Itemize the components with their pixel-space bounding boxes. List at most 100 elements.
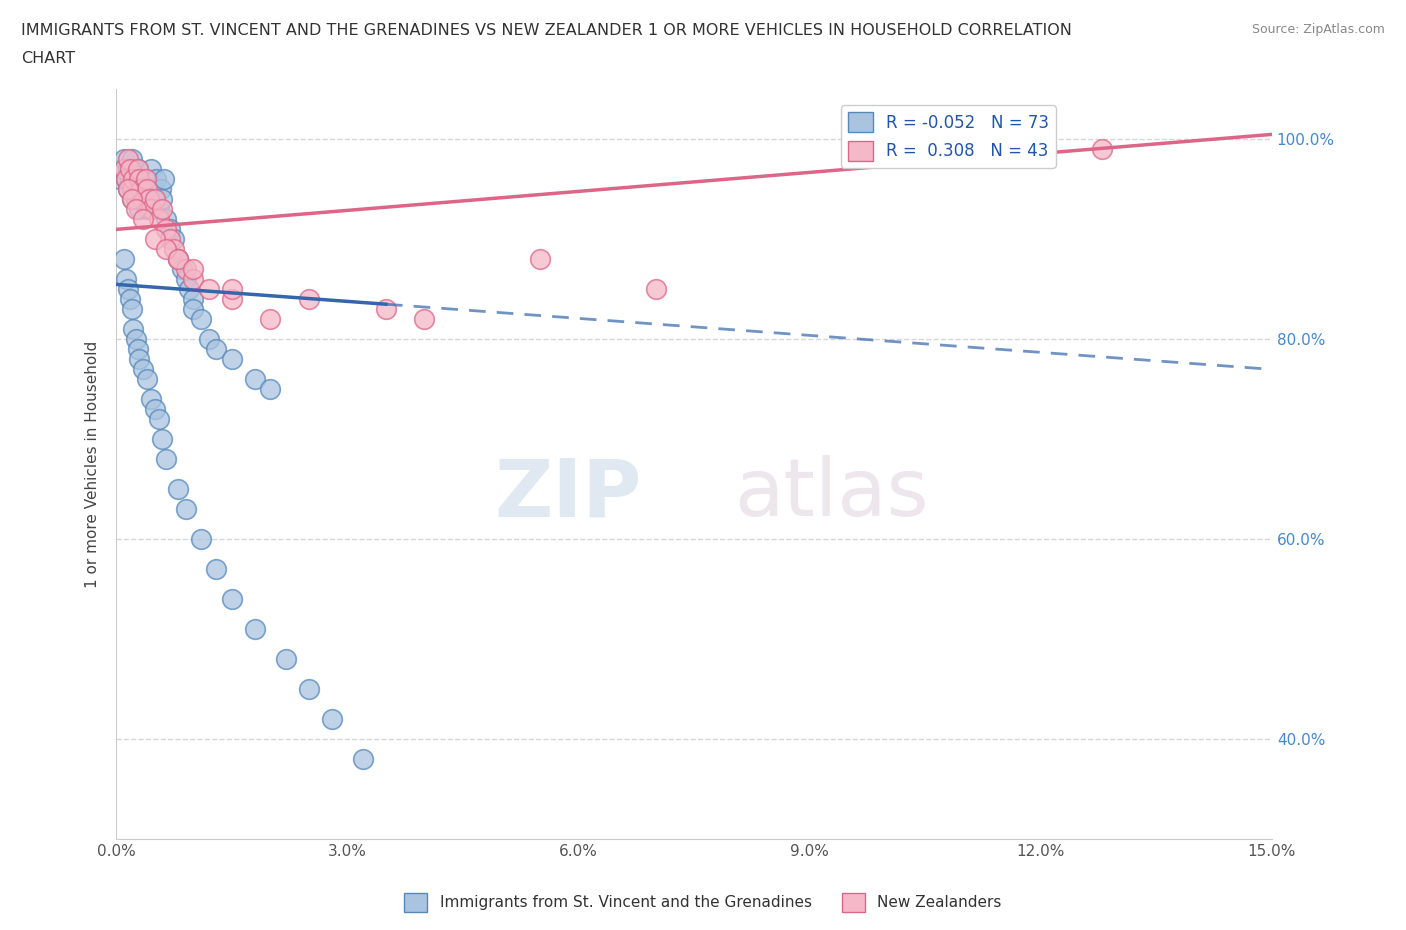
- Point: [128, 202, 150, 217]
- Point: [190, 532, 212, 547]
- Point: [143, 232, 166, 246]
- Point: [153, 172, 176, 187]
- Point: [149, 182, 172, 197]
- Point: [167, 252, 190, 267]
- Point: [128, 352, 150, 366]
- Point: [1091, 142, 1114, 157]
- Point: [108, 172, 131, 187]
- Point: [136, 172, 159, 187]
- Text: Source: ZipAtlas.com: Source: ZipAtlas.com: [1251, 23, 1385, 36]
- Point: [120, 162, 142, 177]
- Point: [121, 302, 143, 317]
- Point: [145, 172, 167, 187]
- Point: [298, 292, 321, 307]
- Point: [128, 172, 150, 187]
- Point: [136, 372, 159, 387]
- Point: [221, 591, 243, 606]
- Point: [259, 312, 281, 326]
- Point: [152, 202, 174, 217]
- Point: [148, 212, 170, 227]
- Point: [112, 152, 135, 166]
- Point: [181, 262, 204, 277]
- Text: ZIP: ZIP: [495, 456, 643, 534]
- Point: [174, 272, 197, 286]
- Point: [159, 222, 181, 237]
- Point: [991, 132, 1014, 147]
- Point: [124, 172, 146, 187]
- Point: [121, 192, 143, 206]
- Point: [221, 352, 243, 366]
- Point: [155, 212, 177, 227]
- Point: [124, 192, 146, 206]
- Point: [122, 322, 145, 337]
- Point: [117, 162, 139, 177]
- Point: [112, 162, 135, 177]
- Point: [138, 192, 160, 206]
- Point: [529, 252, 551, 267]
- Point: [179, 282, 201, 297]
- Point: [132, 362, 155, 377]
- Point: [167, 482, 190, 497]
- Point: [197, 332, 219, 347]
- Point: [127, 162, 149, 177]
- Point: [321, 711, 343, 726]
- Point: [127, 182, 149, 197]
- Point: [221, 292, 243, 307]
- Point: [142, 182, 165, 197]
- Point: [124, 192, 146, 206]
- Point: [190, 312, 212, 326]
- Point: [167, 252, 190, 267]
- Point: [136, 202, 159, 217]
- Point: [374, 302, 396, 317]
- Point: [135, 172, 157, 187]
- Point: [129, 182, 152, 197]
- Point: [120, 172, 142, 187]
- Point: [114, 172, 136, 187]
- Point: [155, 222, 177, 237]
- Point: [135, 182, 157, 197]
- Point: [121, 182, 143, 197]
- Point: [243, 372, 266, 387]
- Point: [138, 192, 160, 206]
- Point: [152, 192, 174, 206]
- Point: [114, 272, 136, 286]
- Point: [181, 272, 204, 286]
- Y-axis label: 1 or more Vehicles in Household: 1 or more Vehicles in Household: [86, 340, 100, 588]
- Text: IMMIGRANTS FROM ST. VINCENT AND THE GRENADINES VS NEW ZEALANDER 1 OR MORE VEHICL: IMMIGRANTS FROM ST. VINCENT AND THE GREN…: [21, 23, 1071, 38]
- Point: [117, 182, 139, 197]
- Point: [143, 192, 166, 206]
- Point: [259, 382, 281, 397]
- Point: [181, 292, 204, 307]
- Point: [274, 652, 297, 667]
- Point: [122, 182, 145, 197]
- Point: [117, 152, 139, 166]
- Text: atlas: atlas: [734, 456, 929, 534]
- Point: [111, 162, 134, 177]
- Point: [122, 172, 145, 187]
- Point: [139, 162, 162, 177]
- Point: [132, 192, 155, 206]
- Point: [163, 242, 186, 257]
- Point: [205, 562, 228, 577]
- Point: [139, 202, 162, 217]
- Point: [112, 252, 135, 267]
- Point: [129, 182, 152, 197]
- Point: [121, 192, 143, 206]
- Point: [205, 342, 228, 357]
- Point: [132, 172, 155, 187]
- Point: [121, 152, 143, 166]
- Point: [170, 262, 193, 277]
- Point: [132, 212, 155, 227]
- Point: [221, 282, 243, 297]
- Point: [352, 752, 374, 767]
- Text: CHART: CHART: [21, 51, 75, 66]
- Point: [117, 182, 139, 197]
- Point: [124, 332, 146, 347]
- Point: [132, 192, 155, 206]
- Point: [155, 242, 177, 257]
- Point: [139, 392, 162, 406]
- Point: [174, 262, 197, 277]
- Point: [143, 192, 166, 206]
- Legend: R = -0.052   N = 73, R =  0.308   N = 43: R = -0.052 N = 73, R = 0.308 N = 43: [841, 105, 1056, 167]
- Point: [148, 412, 170, 427]
